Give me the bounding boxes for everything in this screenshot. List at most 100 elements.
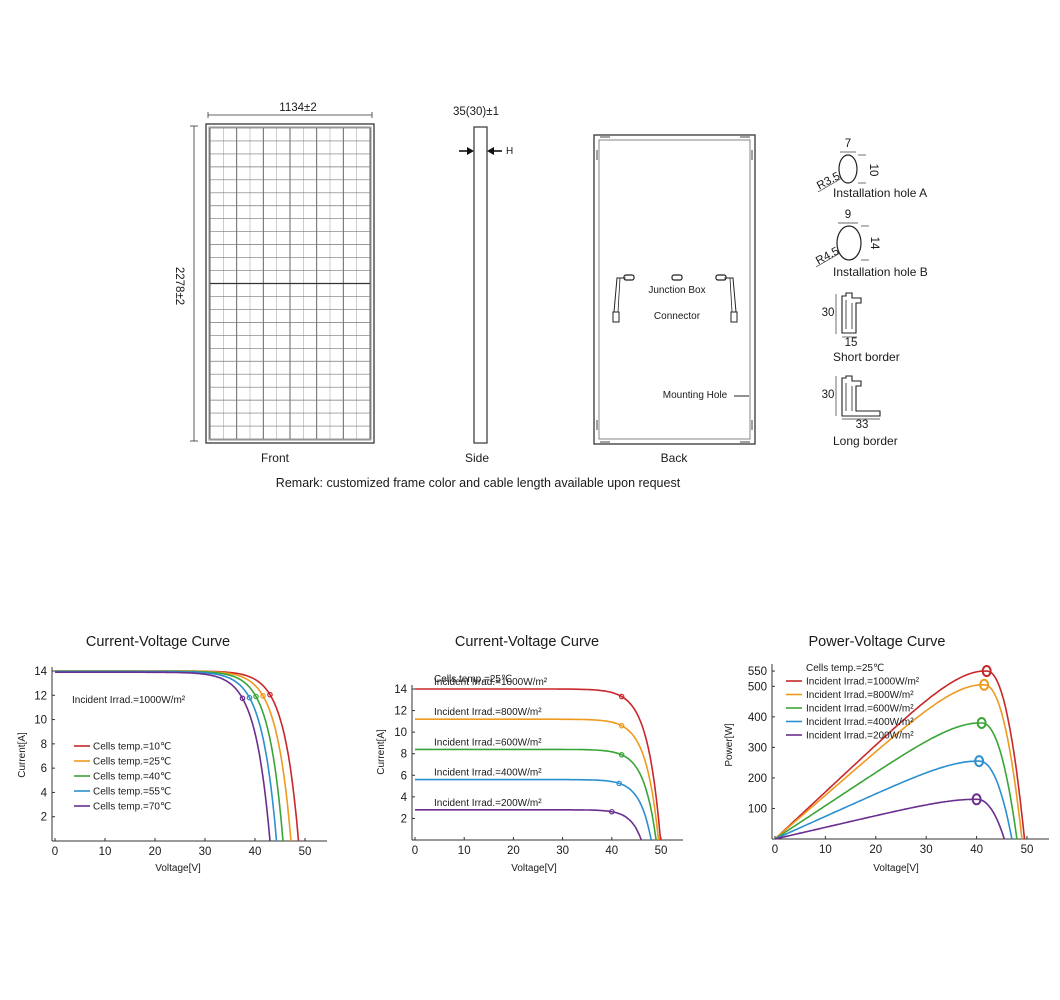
x-tick-label: 0 xyxy=(412,845,418,857)
series-line xyxy=(774,760,1013,840)
side-caption: Side xyxy=(465,451,489,465)
h-label: H xyxy=(506,146,513,157)
back-caption: Back xyxy=(661,451,689,465)
y-tick-label: 400 xyxy=(748,712,767,724)
junction-box-label: Junction Box xyxy=(648,285,705,296)
mpp-marker xyxy=(618,722,625,729)
axis-ticks: 0 10 20 30 40 50 2 4 6 8 10 12 14 xyxy=(34,666,327,858)
mpp-marker xyxy=(971,793,982,806)
mpp-marker xyxy=(981,665,992,678)
connector-label: Connector xyxy=(654,311,701,322)
installation-hole-b: 9 14 R4.5 Installation hole B xyxy=(814,209,928,279)
y-tick-label: 14 xyxy=(34,666,47,678)
x-tick-label: 40 xyxy=(605,845,618,857)
curve-label: Incident Irrad.=200W/m² xyxy=(434,798,542,809)
y-tick-label: 14 xyxy=(394,684,407,696)
series-line xyxy=(415,748,657,841)
curve-label: Incident Irrad.=800W/m² xyxy=(434,707,542,718)
y-tick-label: 300 xyxy=(748,742,767,754)
series-line xyxy=(415,809,643,841)
legend-label: Cells temp.=10℃ xyxy=(93,742,171,753)
mpp-marker xyxy=(976,716,987,729)
x-tick-label: 20 xyxy=(869,844,882,856)
junction-box-left xyxy=(623,274,635,281)
remark-text: Remark: customized frame color and cable… xyxy=(276,476,681,490)
legend: Cells temp.=10℃ Cells temp.=25℃ Cells temp… xyxy=(74,742,171,813)
legend-label: Incident Irrad.=200W/m² xyxy=(806,731,914,742)
y-tick-label: 4 xyxy=(41,787,48,799)
series-line xyxy=(55,671,271,842)
legend-label: Incident Irrad.=1000W/m² xyxy=(806,677,920,688)
iv-curve-temperature-chart: Current-Voltage Curve Current[A] Voltage… xyxy=(17,634,327,874)
series-curves xyxy=(415,688,662,841)
x-tick-label: 40 xyxy=(249,846,262,858)
short-border-width: 15 xyxy=(845,337,858,349)
legend: Incident Irrad.=1000W/m² Incident Irrad.=… xyxy=(786,677,920,742)
x-tick-label: 0 xyxy=(52,846,58,858)
y-tick-label: 10 xyxy=(34,715,47,727)
back-view: Junction Box Connector Mounting Hole Bac… xyxy=(593,134,756,465)
front-cell-grid xyxy=(209,127,371,440)
mpp-marker xyxy=(974,755,985,768)
series-line xyxy=(774,722,1018,840)
long-border-caption: Long border xyxy=(833,434,898,448)
y-axis-label: Current[A] xyxy=(376,729,387,775)
curve-labels: Incident Irrad.=1000W/m² Incident Irrad.=… xyxy=(434,677,548,809)
x-axis-label: Voltage[V] xyxy=(155,863,201,874)
curve-label: Incident Irrad.=400W/m² xyxy=(434,768,542,779)
x-tick-label: 30 xyxy=(556,845,569,857)
front-height-label: 2278±2 xyxy=(173,267,185,305)
short-border-shape xyxy=(841,292,862,334)
front-caption: Front xyxy=(261,451,290,465)
legend-label: Incident Irrad.=800W/m² xyxy=(806,690,914,701)
legend-label: Cells temp.=70℃ xyxy=(93,802,171,813)
power-voltage-chart: Power-Voltage Curve Power[W] Voltage[V] … xyxy=(724,634,1049,874)
connector-right xyxy=(730,311,738,323)
legend-label: Incident Irrad.=600W/m² xyxy=(806,704,914,715)
y-tick-label: 100 xyxy=(748,803,767,815)
y-axis-label: Current[A] xyxy=(17,732,28,778)
mpp-marker xyxy=(618,751,625,758)
y-tick-label: 2 xyxy=(41,812,47,824)
x-tick-label: 20 xyxy=(507,845,520,857)
x-axis-label: Voltage[V] xyxy=(873,863,919,874)
hole-b-height: 14 xyxy=(868,237,880,250)
side-thickness-label: 35(30)±1 xyxy=(453,106,499,118)
chart-title: Power-Voltage Curve xyxy=(808,634,945,650)
x-tick-label: 50 xyxy=(299,846,312,858)
x-tick-label: 50 xyxy=(655,845,668,857)
front-panel-frame xyxy=(205,123,375,444)
axis-ticks: 0 10 20 30 40 50 2 4 6 8 10 12 14 xyxy=(394,684,683,857)
chart-annotation: Cells temp.=25℃ xyxy=(806,663,884,674)
mpp-marker xyxy=(267,691,273,698)
chart-annotation: Incident Irrad.=1000W/m² xyxy=(72,695,186,706)
axis-ticks: 0 10 20 30 40 50 100 200 300 400 500 550 xyxy=(748,664,1049,856)
front-view: 1134±2 2278±2 Front xyxy=(173,102,375,465)
junction-box-center xyxy=(671,274,683,281)
junction-box-right xyxy=(715,274,727,281)
y-tick-label: 2 xyxy=(401,813,407,825)
long-border-height: 30 xyxy=(822,389,835,401)
x-tick-label: 50 xyxy=(1021,844,1034,856)
back-panel-frame xyxy=(593,134,756,445)
y-tick-label: 200 xyxy=(748,773,767,785)
chart-title: Current-Voltage Curve xyxy=(455,634,599,650)
legend-label: Cells temp.=55℃ xyxy=(93,787,171,798)
short-border-caption: Short border xyxy=(833,350,900,364)
long-border-shape xyxy=(841,375,881,417)
chart-annotation: Cells temp.=25℃ xyxy=(434,674,512,685)
hole-b-caption: Installation hole B xyxy=(833,265,928,279)
curve-label: Incident Irrad.=600W/m² xyxy=(434,737,542,748)
series-curves xyxy=(55,670,300,842)
hole-b-shape xyxy=(836,225,862,261)
x-tick-label: 0 xyxy=(772,844,778,856)
y-tick-label: 4 xyxy=(401,792,408,804)
y-tick-label: 6 xyxy=(401,770,407,782)
y-tick-label: 10 xyxy=(394,727,407,739)
legend-label: Cells temp.=40℃ xyxy=(93,772,171,783)
x-tick-label: 40 xyxy=(970,844,983,856)
y-tick-label: 12 xyxy=(394,706,407,718)
y-axis-label: Power[W] xyxy=(724,723,735,767)
mpp-marker xyxy=(979,678,990,691)
